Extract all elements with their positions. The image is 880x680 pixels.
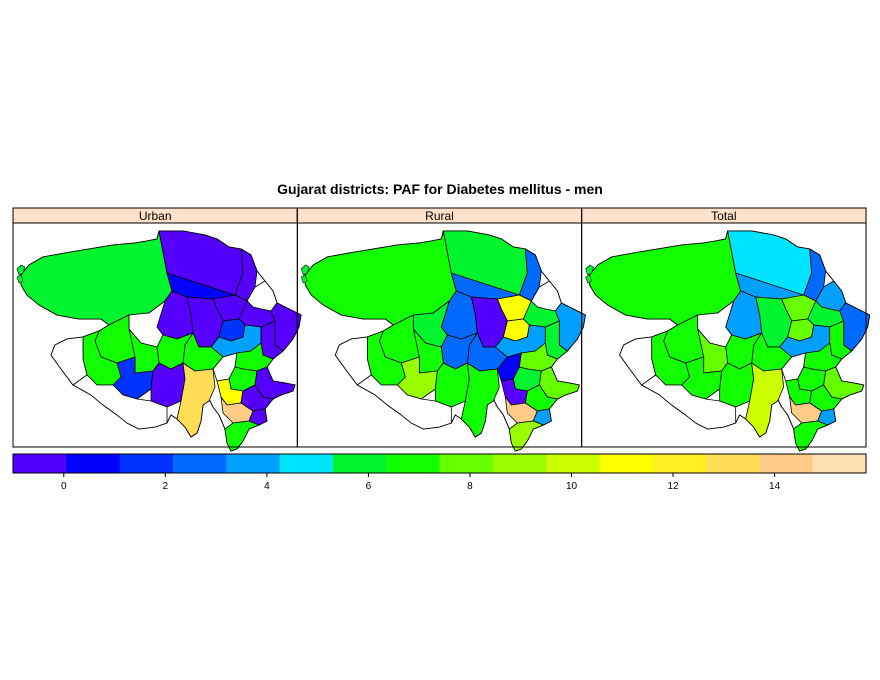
district-region xyxy=(304,230,457,326)
island-region xyxy=(585,264,595,276)
color-key-swatch xyxy=(759,454,814,473)
district-region xyxy=(176,362,216,438)
district-region xyxy=(719,362,755,408)
district-region xyxy=(356,374,452,430)
district-region xyxy=(50,336,88,386)
color-key-swatch xyxy=(386,454,440,473)
color-key: 0 2 4 6 8 10 12 14 xyxy=(12,453,867,492)
color-key-swatch xyxy=(172,454,227,473)
district-region xyxy=(112,356,154,400)
district-map xyxy=(16,230,302,452)
color-key-swatch xyxy=(279,454,334,473)
district-region xyxy=(554,302,586,352)
color-key-tick-label: 12 xyxy=(667,481,679,492)
panel-label: Rural xyxy=(425,209,454,223)
district-region xyxy=(334,336,372,386)
district-region xyxy=(681,356,723,400)
panel-rural: Rural xyxy=(296,207,586,452)
district-region xyxy=(619,336,657,386)
color-key-swatch xyxy=(706,454,760,473)
color-key-tick-label: 10 xyxy=(566,481,578,492)
color-key-swatch xyxy=(66,454,121,473)
color-key-swatches xyxy=(13,454,867,473)
panel-total: Total xyxy=(581,207,871,452)
color-key-swatch xyxy=(546,454,600,473)
color-key-swatch xyxy=(492,454,547,473)
color-key-tick-label: 14 xyxy=(769,481,781,492)
color-key-swatch xyxy=(812,454,867,473)
district-region xyxy=(508,420,544,452)
district-region xyxy=(72,374,168,430)
district-region xyxy=(745,362,785,438)
island-region xyxy=(16,264,26,276)
color-key-swatch xyxy=(332,454,387,473)
district-region xyxy=(20,230,173,326)
district-region xyxy=(460,362,500,438)
panel-frame xyxy=(581,207,867,448)
panel-label: Total xyxy=(711,209,736,223)
district-region xyxy=(150,362,186,408)
district-region xyxy=(589,230,742,326)
district-map xyxy=(585,230,871,452)
district-region xyxy=(224,420,260,452)
color-key-swatch xyxy=(226,454,281,473)
district-region xyxy=(839,302,871,352)
island-region xyxy=(300,264,310,276)
figure-title: Gujarat districts: PAF for Diabetes mell… xyxy=(277,181,603,197)
district-region xyxy=(817,408,837,426)
color-key-swatch xyxy=(599,454,654,473)
color-key-swatch xyxy=(119,454,174,473)
map-panels: Urban Rural Total xyxy=(12,207,871,452)
district-region xyxy=(641,374,737,430)
color-key-ticks: 0 2 4 6 8 10 12 14 xyxy=(61,473,781,492)
color-key-swatch xyxy=(439,454,494,473)
district-region xyxy=(396,356,438,400)
island-region xyxy=(300,274,308,284)
color-key-swatch xyxy=(652,454,707,473)
color-key-tick-label: 2 xyxy=(163,481,169,492)
district-region xyxy=(793,420,829,452)
district-region xyxy=(532,408,552,426)
color-key-tick-label: 8 xyxy=(467,481,473,492)
color-key-tick-label: 6 xyxy=(366,481,372,492)
panel-label: Urban xyxy=(139,209,172,223)
district-region xyxy=(434,362,470,408)
island-region xyxy=(16,274,24,284)
island-region xyxy=(585,274,593,284)
color-key-frame xyxy=(12,453,867,474)
color-key-swatch xyxy=(13,454,67,473)
color-key-tick-label: 0 xyxy=(61,481,67,492)
color-key-tick-label: 4 xyxy=(264,481,270,492)
district-region xyxy=(248,408,268,426)
panel-urban: Urban xyxy=(12,207,302,452)
district-map xyxy=(300,230,586,452)
district-region xyxy=(270,302,302,352)
